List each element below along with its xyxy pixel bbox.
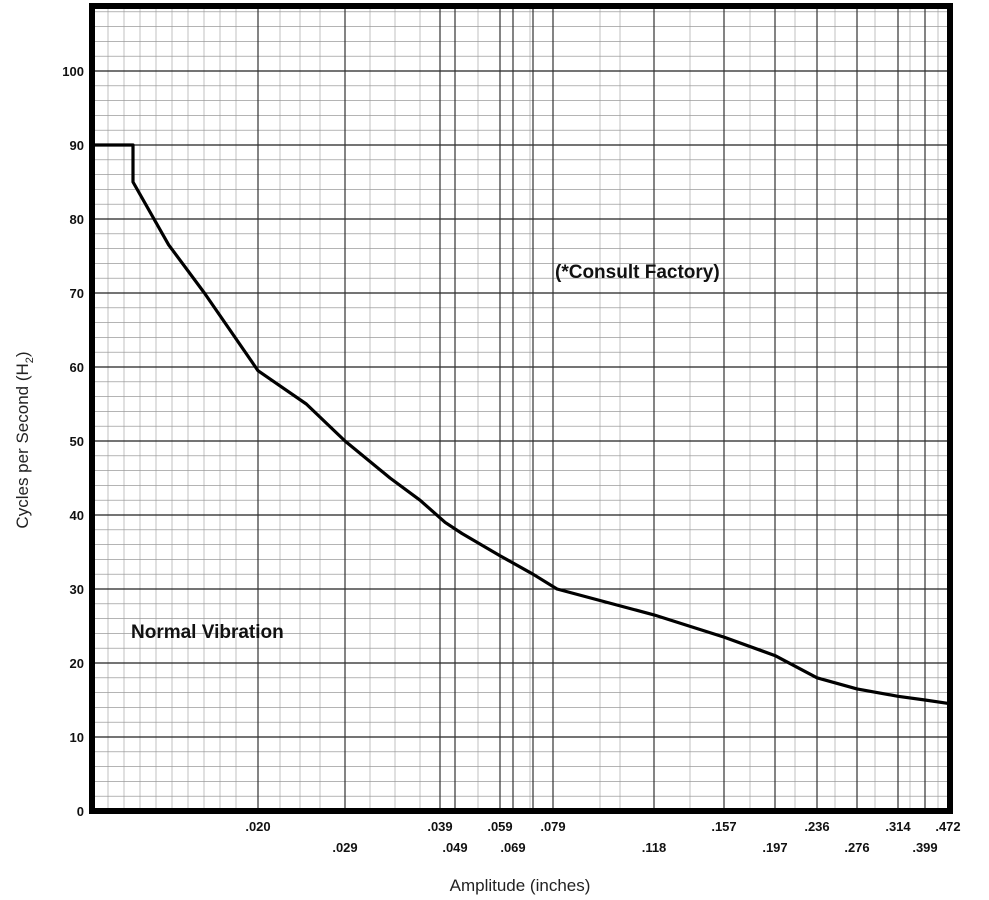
minor-grid [92,6,950,811]
x-tick-label: .029 [332,840,357,855]
y-tick-label: 30 [70,582,84,597]
y-tick-label: 40 [70,508,84,523]
x-tick-label: .079 [540,819,565,834]
x-tick-label: .157 [711,819,736,834]
x-tick-label: .314 [885,819,911,834]
series-line [92,143,951,706]
y-axis-label-main: Cycles per Second (H [13,363,32,528]
y-tick-label: 60 [70,360,84,375]
y-axis-label-subscript: 2 [24,357,36,363]
annotation-normal-vibration: Normal Vibration [131,622,284,643]
x-tick-label: .069 [500,840,525,855]
x-tick-label: .276 [844,840,869,855]
x-tick-label: .039 [427,819,452,834]
y-tick-label: 80 [70,212,84,227]
y-tick-label: 0 [77,804,84,819]
y-tick-label: 90 [70,138,84,153]
x-tick-label: .059 [487,819,512,834]
y-tick-label: 50 [70,434,84,449]
x-tick-label: .472 [935,819,960,834]
major-grid [92,6,950,812]
x-tick-label: .197 [762,840,787,855]
x-axis-label: Amplitude (inches) [450,876,591,895]
y-tick-labels: 0 10 20 30 40 50 60 70 80 90 100 [62,64,84,819]
y-tick-label: 10 [70,730,84,745]
annotation-consult-factory: (*Consult Factory) [555,262,720,283]
y-tick-label: 100 [62,64,84,79]
x-tick-labels: .020 .029 .039 .049 .059 .069 .079 .118 .157 .197… [245,819,960,855]
plot-frame [89,3,953,814]
x-tick-label: .020 [245,819,270,834]
x-tick-label: .236 [804,819,829,834]
y-tick-label: 20 [70,656,84,671]
y-axis-label-close: ) [13,351,32,357]
y-tick-label: 70 [70,286,84,301]
y-axis-label: Cycles per Second (H2) [13,351,36,528]
x-tick-label: .399 [912,840,937,855]
x-tick-label: .118 [642,840,667,855]
x-tick-label: .049 [442,840,467,855]
